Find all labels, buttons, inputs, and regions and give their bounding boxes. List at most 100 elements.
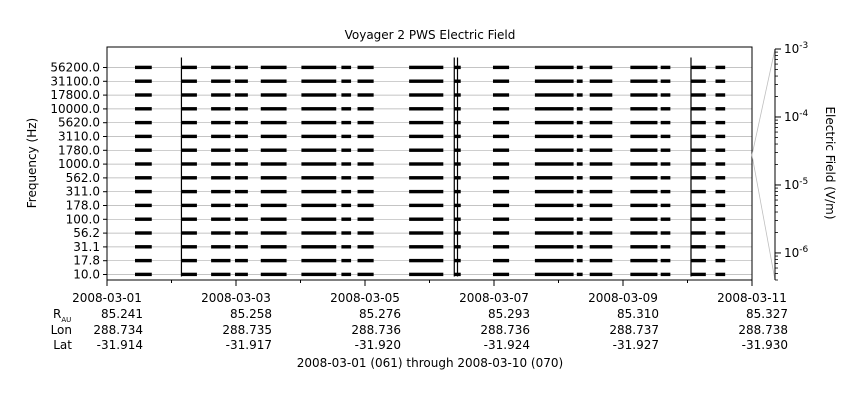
data-segment xyxy=(715,65,726,70)
data-segment xyxy=(576,162,583,166)
data-segment xyxy=(630,162,658,166)
data-segment xyxy=(234,203,248,208)
data-segment xyxy=(135,176,152,180)
data-segment xyxy=(690,231,706,235)
data-segment xyxy=(534,203,574,208)
data-segment xyxy=(260,134,287,139)
data-segment xyxy=(260,148,287,152)
time-axis: 2008-03-01 2008-03-03 2008-03-05 2008-03-07… xyxy=(72,280,787,305)
data-segment xyxy=(181,148,197,152)
data-segment xyxy=(211,217,231,221)
data-segment xyxy=(534,107,574,111)
data-segment xyxy=(409,217,444,221)
data-segment xyxy=(341,162,352,166)
data-segment xyxy=(301,148,337,152)
ephemeris-value-lon: 288.736 xyxy=(351,323,401,337)
data-segment xyxy=(135,258,152,263)
data-segment xyxy=(135,245,152,249)
data-segment xyxy=(409,162,444,166)
data-segment xyxy=(234,148,248,152)
data-segment xyxy=(357,245,374,249)
data-segment xyxy=(715,176,726,180)
data-segment xyxy=(409,148,444,152)
data-segment xyxy=(357,65,374,70)
frequency-tick-label: 10.0 xyxy=(73,268,100,282)
data-segment xyxy=(660,120,671,125)
data-segment xyxy=(181,217,197,221)
data-segment xyxy=(630,107,658,111)
ephemeris-value-r: 85.258 xyxy=(230,307,272,321)
data-segment xyxy=(660,148,671,152)
ephemeris-value-lon: 288.734 xyxy=(93,323,143,337)
data-segment xyxy=(211,79,231,83)
x-axis-label: 2008-03-01 (061) through 2008-03-10 (070… xyxy=(297,356,563,370)
frequency-tick-label: 5620.0 xyxy=(58,116,100,130)
data-segment xyxy=(301,231,337,235)
data-segment xyxy=(492,272,510,277)
data-segment xyxy=(492,217,510,221)
frequency-tick-label: 31100.0 xyxy=(50,74,100,88)
ephemeris-value-lat: -31.924 xyxy=(484,338,530,352)
data-segment xyxy=(660,258,671,263)
data-segment xyxy=(534,79,574,83)
data-segment xyxy=(341,203,352,208)
data-segment xyxy=(534,231,574,235)
data-segment xyxy=(715,148,726,152)
data-segment xyxy=(576,79,583,83)
data-segment xyxy=(181,176,197,180)
data-segment xyxy=(357,272,374,277)
data-segment xyxy=(260,258,287,263)
data-segment xyxy=(715,79,726,83)
data-segment xyxy=(357,148,374,152)
ephemeris-value-lat: -31.930 xyxy=(742,338,788,352)
ephemeris-value-lat: -31.927 xyxy=(613,338,659,352)
data-segment xyxy=(576,120,583,125)
frequency-tick-label: 17800.0 xyxy=(50,88,100,102)
data-segment xyxy=(357,79,374,83)
plot-area xyxy=(106,46,753,281)
data-segment xyxy=(660,231,671,235)
data-segment xyxy=(260,203,287,208)
data-segment xyxy=(341,272,352,277)
data-segment xyxy=(630,217,658,221)
data-segment xyxy=(534,272,574,277)
data-segment xyxy=(211,231,231,235)
data-segment xyxy=(357,176,374,180)
data-segment xyxy=(690,120,706,125)
data-segment xyxy=(260,162,287,166)
data-segment xyxy=(181,245,197,249)
data-segment xyxy=(589,65,613,70)
data-segment xyxy=(715,162,726,166)
data-segment xyxy=(234,120,248,125)
data-segment xyxy=(341,189,352,194)
ephemeris-value-r: 85.293 xyxy=(488,307,530,321)
data-segment xyxy=(341,120,352,125)
data-segment xyxy=(135,65,152,70)
data-segment xyxy=(341,65,352,70)
data-segment xyxy=(492,203,510,208)
ephemeris-value-r: 85.241 xyxy=(101,307,143,321)
data-segment xyxy=(690,65,706,70)
data-segment xyxy=(135,148,152,152)
data-segment xyxy=(660,272,671,277)
data-segment xyxy=(589,189,613,194)
electric-field-tick-label: 10-5 xyxy=(784,177,808,192)
ephemeris-value-lon: 288.736 xyxy=(480,323,530,337)
data-segment xyxy=(341,217,352,221)
ephemeris-value-lon: 288.735 xyxy=(222,323,272,337)
data-segment xyxy=(234,79,248,83)
data-segment xyxy=(690,176,706,180)
data-segment xyxy=(492,120,510,125)
data-segment xyxy=(211,65,231,70)
data-segment xyxy=(690,217,706,221)
data-segment xyxy=(301,245,337,249)
data-segment xyxy=(715,120,726,125)
data-segment xyxy=(260,65,287,70)
data-segment xyxy=(576,217,583,221)
data-segment xyxy=(341,231,352,235)
data-segment xyxy=(409,107,444,111)
data-segment xyxy=(576,272,583,277)
data-segment xyxy=(630,189,658,194)
data-segment xyxy=(135,272,152,277)
